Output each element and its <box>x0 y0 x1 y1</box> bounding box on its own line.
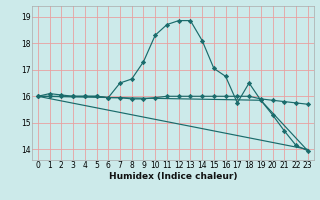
X-axis label: Humidex (Indice chaleur): Humidex (Indice chaleur) <box>108 172 237 181</box>
